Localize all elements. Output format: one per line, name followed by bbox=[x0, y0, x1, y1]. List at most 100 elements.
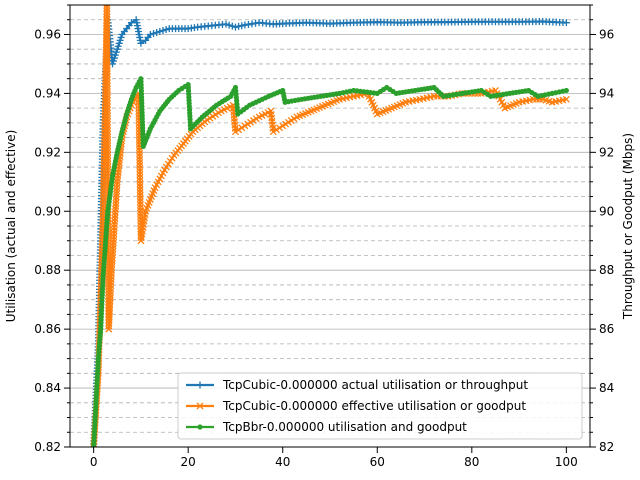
data-point bbox=[104, 133, 112, 141]
data-point bbox=[104, 154, 112, 162]
legend-entry: TcpCubic-0.000000 actual utilisation or … bbox=[186, 378, 528, 392]
series-3 bbox=[91, 76, 569, 447]
data-point bbox=[136, 165, 144, 173]
data-point bbox=[103, 49, 111, 57]
data-point bbox=[103, 19, 111, 27]
y2-tick-label: 96 bbox=[599, 27, 614, 41]
data-point bbox=[103, 85, 111, 93]
y2-tick-label: 88 bbox=[599, 263, 614, 277]
data-point bbox=[136, 153, 144, 161]
data-point bbox=[162, 26, 170, 34]
legend-box bbox=[177, 372, 583, 440]
data-point bbox=[136, 183, 144, 191]
data-point bbox=[104, 163, 112, 171]
data-point bbox=[104, 169, 112, 177]
legend-label: TcpCubic-0.000000 actual utilisation or … bbox=[222, 378, 528, 392]
data-point bbox=[103, 58, 111, 66]
data-point bbox=[136, 171, 144, 179]
y-tick-label: 0.82 bbox=[34, 440, 61, 454]
data-point bbox=[104, 148, 112, 156]
data-point bbox=[103, 94, 111, 102]
data-point bbox=[103, 37, 111, 45]
data-point bbox=[136, 189, 144, 197]
legend-marker bbox=[196, 381, 204, 389]
data-point bbox=[235, 22, 243, 30]
data-point bbox=[103, 88, 111, 96]
data-point bbox=[103, 10, 111, 18]
data-point bbox=[136, 162, 144, 170]
y-tick-label: 0.92 bbox=[34, 145, 61, 159]
y2-tick-label: 94 bbox=[599, 86, 614, 100]
data-point bbox=[104, 139, 112, 147]
data-point bbox=[136, 168, 144, 176]
data-point bbox=[136, 192, 144, 200]
y-tick-label: 0.90 bbox=[34, 204, 61, 218]
data-point bbox=[153, 29, 161, 37]
data-point bbox=[103, 5, 111, 12]
data-point bbox=[225, 21, 233, 29]
data-point bbox=[238, 22, 246, 30]
data-point bbox=[103, 70, 111, 78]
data-point bbox=[103, 13, 111, 21]
data-point bbox=[104, 109, 111, 117]
data-point bbox=[103, 28, 111, 36]
data-point bbox=[103, 64, 111, 72]
data-point bbox=[104, 157, 112, 165]
data-point bbox=[276, 124, 284, 132]
data-point bbox=[103, 7, 111, 15]
plot-area bbox=[90, 5, 570, 447]
data-point bbox=[104, 103, 111, 111]
y-tick-label: 0.84 bbox=[34, 381, 61, 395]
data-point bbox=[146, 30, 154, 38]
data-point bbox=[562, 95, 570, 103]
data-point bbox=[104, 142, 112, 150]
y2-axis-label: Throughput or Goodput (Mbps) bbox=[621, 133, 635, 320]
data-point bbox=[103, 100, 111, 108]
legend-marker bbox=[196, 402, 204, 410]
data-point bbox=[103, 43, 111, 51]
x-tick-label: 40 bbox=[275, 455, 290, 469]
data-point bbox=[103, 31, 111, 39]
data-point bbox=[103, 82, 111, 90]
x-tick-label: 100 bbox=[555, 455, 578, 469]
legend: TcpCubic-0.000000 actual utilisation or … bbox=[177, 372, 583, 440]
axis-ticks: 0.82 0.84 0.86 0.88 0.90 0.92 0.94 0.96 82 84 86 88… bbox=[34, 4, 614, 469]
data-point bbox=[103, 79, 111, 87]
data-point bbox=[104, 160, 112, 168]
data-point bbox=[136, 204, 144, 212]
legend-marker bbox=[197, 424, 203, 430]
data-point bbox=[238, 124, 246, 132]
y2-tick-label: 92 bbox=[599, 145, 614, 159]
x-tick-label: 20 bbox=[181, 455, 196, 469]
data-point bbox=[563, 87, 569, 94]
data-point bbox=[104, 145, 112, 153]
data-point bbox=[150, 29, 158, 37]
y2-tick-label: 86 bbox=[599, 322, 614, 336]
data-point bbox=[104, 115, 111, 123]
data-point bbox=[136, 186, 144, 194]
data-point bbox=[136, 147, 143, 154]
data-point bbox=[103, 61, 111, 69]
data-point bbox=[103, 5, 111, 9]
legend-label: TcpCubic-0.000000 effective utilisation … bbox=[222, 399, 526, 413]
data-point bbox=[272, 126, 280, 134]
data-point bbox=[269, 128, 277, 136]
data-point bbox=[103, 16, 111, 24]
legend-entry: TcpBbr-0.000000 utilisation and goodput bbox=[186, 420, 467, 434]
data-point bbox=[104, 127, 112, 135]
y-tick-label: 0.86 bbox=[34, 322, 61, 336]
x-tick-label: 0 bbox=[90, 455, 98, 469]
data-point bbox=[136, 150, 143, 157]
y-tick-label: 0.94 bbox=[34, 86, 61, 100]
data-point bbox=[103, 34, 111, 42]
data-point bbox=[103, 67, 111, 75]
data-point bbox=[156, 28, 164, 36]
data-point bbox=[159, 27, 167, 35]
data-point bbox=[136, 177, 144, 185]
data-point bbox=[103, 40, 111, 48]
y2-tick-label: 90 bbox=[599, 204, 614, 218]
legend-label: TcpBbr-0.000000 utilisation and goodput bbox=[222, 420, 467, 434]
data-point bbox=[103, 97, 111, 105]
data-point bbox=[222, 20, 230, 28]
